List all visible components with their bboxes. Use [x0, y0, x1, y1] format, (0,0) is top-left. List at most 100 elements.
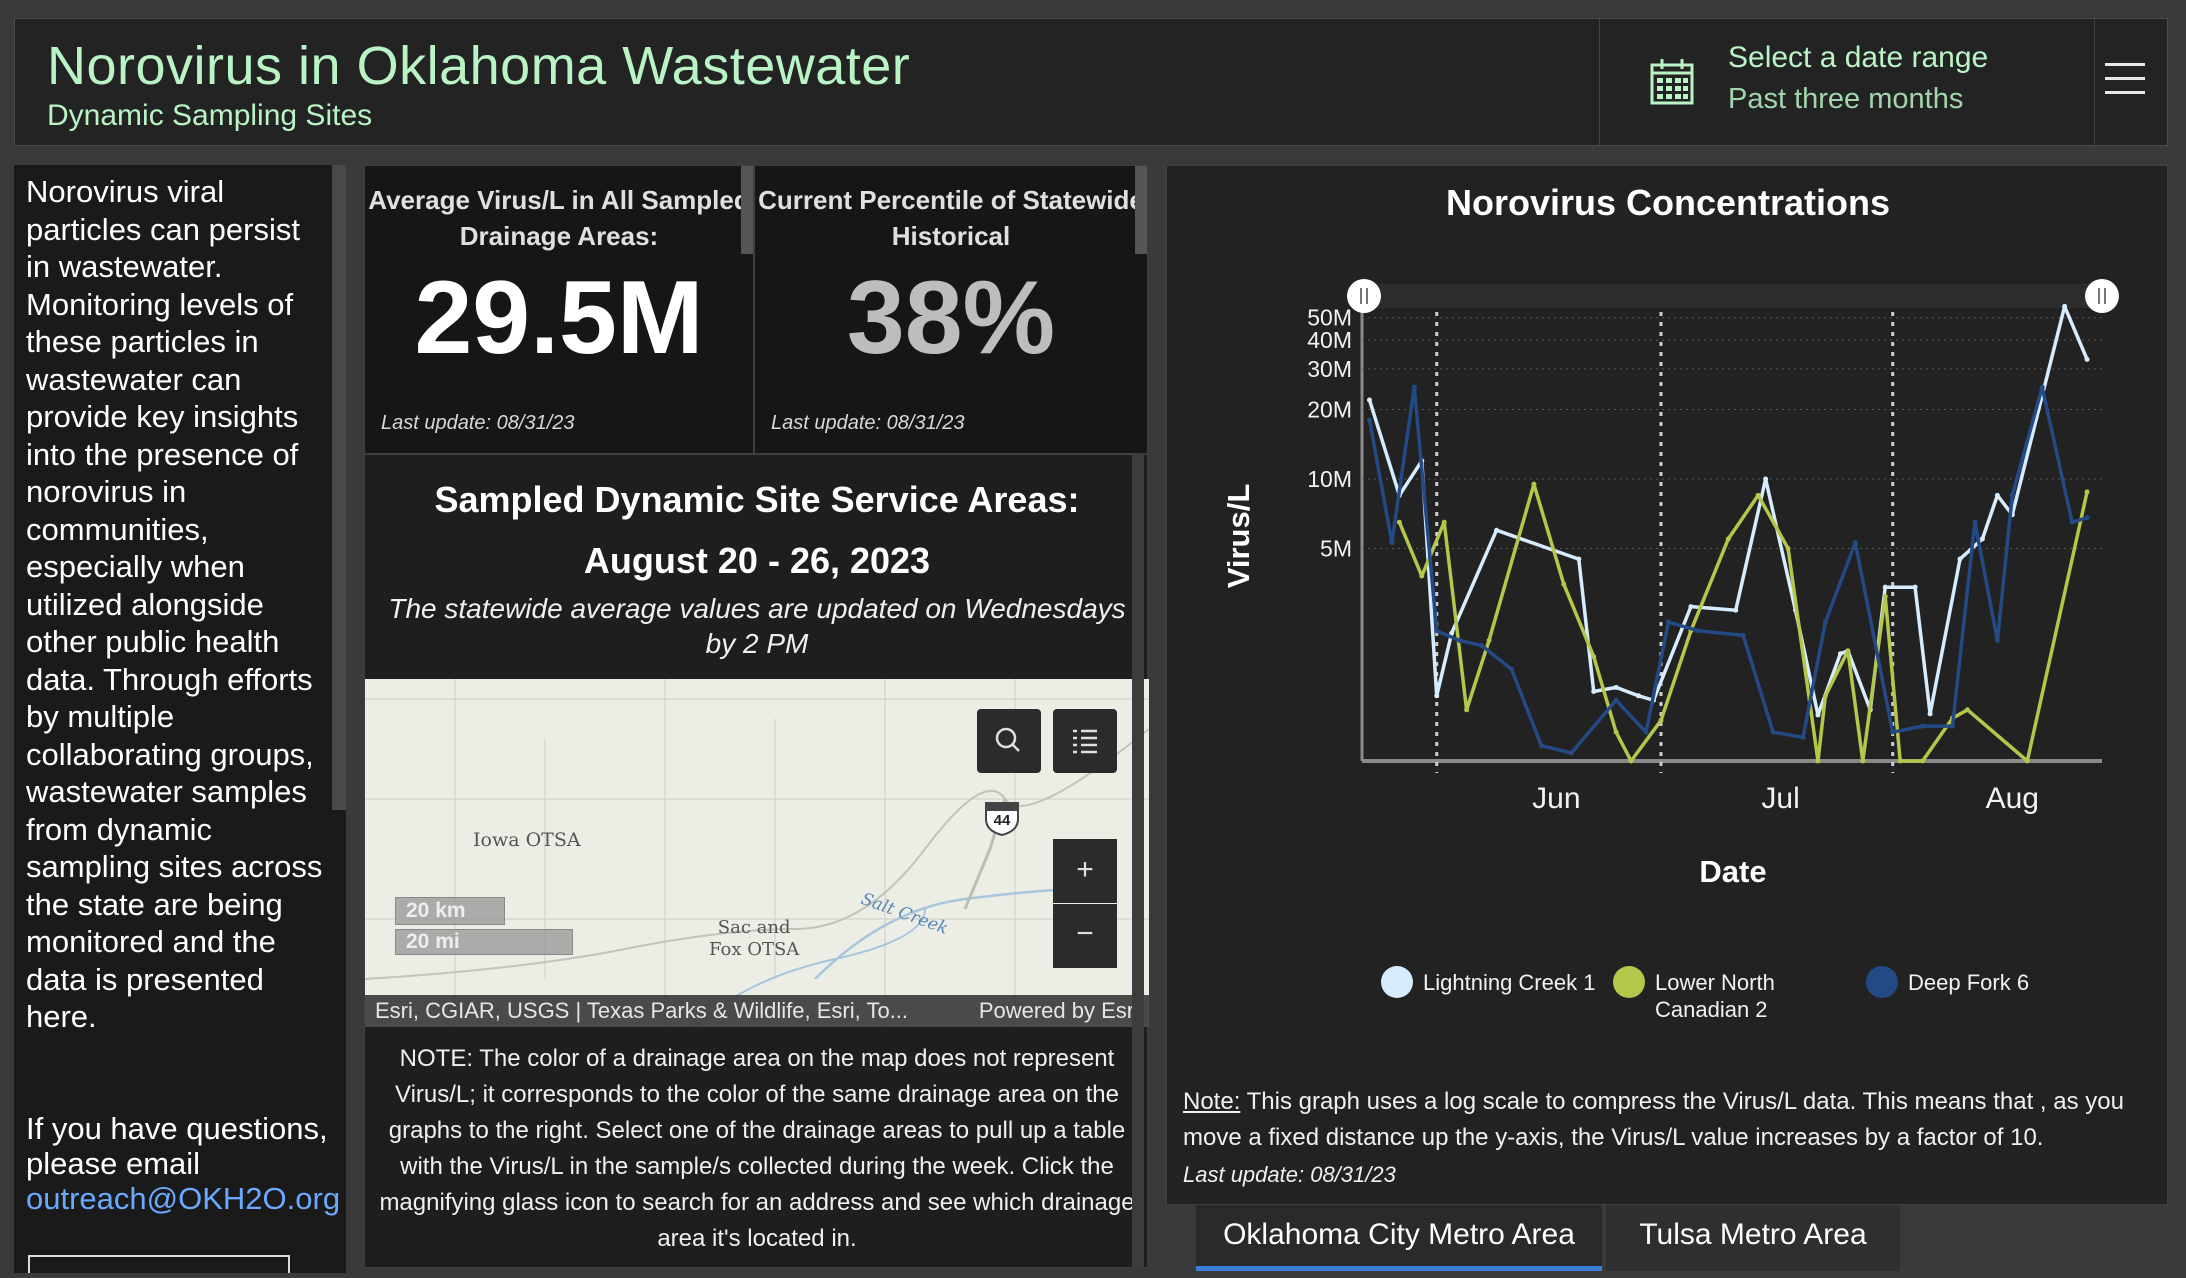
- data-point: [1994, 492, 2000, 498]
- data-point: [1994, 637, 2000, 643]
- middle-scrollbar[interactable]: [1132, 454, 1144, 1268]
- zoom-in-button[interactable]: +: [1053, 839, 1117, 903]
- calendar-icon: [1650, 59, 1694, 105]
- data-point: [1441, 519, 1447, 525]
- legend-label: Deep Fork 6: [1908, 970, 2029, 995]
- highway-shield-icon: 44: [982, 797, 1022, 837]
- chart-note-label: Note:: [1183, 1088, 1241, 1115]
- tab-oklahoma-city[interactable]: Oklahoma City Metro Area: [1196, 1205, 1602, 1271]
- data-point: [1800, 734, 1806, 740]
- data-point: [1763, 476, 1769, 482]
- zoom-out-button[interactable]: −: [1053, 904, 1117, 968]
- map-attribution-bar: Esri, CGIAR, USGS | Texas Parks & Wildli…: [365, 995, 1149, 1027]
- contact-text: If you have questions, please email outr…: [26, 1111, 340, 1216]
- data-point: [1950, 723, 1956, 729]
- highway-shield-number: 44: [993, 812, 1011, 829]
- powered-by-esri[interactable]: Powered by Esri: [978, 998, 1139, 1023]
- data-point: [1920, 758, 1926, 764]
- map-label-sac-fox: Sac and Fox OTSA: [709, 917, 799, 961]
- date-range-label: Select a date range: [1728, 41, 1989, 74]
- data-point: [1568, 750, 1574, 756]
- data-point: [1815, 712, 1821, 718]
- service-areas-title-line1: Sampled Dynamic Site Service Areas:: [434, 479, 1080, 520]
- search-icon: [995, 727, 1020, 752]
- x-tick-label: Jun: [1532, 782, 1580, 815]
- chart-log-scale-note: Note: This graph uses a log scale to com…: [1183, 1084, 2159, 1156]
- map-attribution[interactable]: Esri, CGIAR, USGS | Texas Parks & Wildli…: [375, 998, 909, 1023]
- intro-scrollbar[interactable]: [332, 165, 346, 810]
- range-handle-start[interactable]: [1347, 279, 1381, 313]
- data-point: [1770, 729, 1776, 735]
- data-point: [1964, 707, 1970, 713]
- data-point: [1396, 519, 1402, 525]
- tab-tulsa[interactable]: Tulsa Metro Area: [1606, 1205, 1900, 1271]
- range-handle-end[interactable]: [2085, 279, 2119, 313]
- map-legend-button[interactable]: [1053, 709, 1117, 773]
- data-point: [1658, 717, 1664, 723]
- x-tick-label: Aug: [1986, 782, 2039, 815]
- data-point: [1927, 711, 1933, 717]
- data-point: [1957, 556, 1963, 562]
- data-point: [1479, 642, 1485, 648]
- intro-text: Norovirus viral particles can persist in…: [26, 174, 323, 1034]
- data-point: [1643, 729, 1649, 735]
- x-axis-label: Date: [1699, 854, 1766, 889]
- legend-swatch-3: [1866, 966, 1898, 998]
- contact-email-link[interactable]: outreach@OKH2O.org: [26, 1181, 341, 1216]
- data-point: [2039, 384, 2045, 390]
- chart-range-track: [1360, 284, 2104, 308]
- data-point: [1725, 536, 1731, 542]
- data-point: [2084, 356, 2090, 362]
- legend-label-line1: Lower North: [1655, 970, 1775, 995]
- contact-question: If you have questions, please email: [26, 1111, 328, 1181]
- data-point: [1434, 628, 1440, 634]
- data-point: [1912, 584, 1918, 590]
- date-range-selector[interactable]: Select a date range Past three months: [1599, 19, 2095, 145]
- map-search-button[interactable]: [977, 709, 1041, 773]
- legend-swatch-2: [1613, 966, 1645, 998]
- kpi-percentile-scrollbar[interactable]: [1135, 166, 1147, 254]
- chart-panel: 5M 10M 20M 30M 40M 50M Jun Jul Aug Virus/L Date Lig…: [1166, 165, 2168, 1205]
- legend-label: Lightning Creek 1: [1423, 970, 1595, 995]
- data-point: [1366, 397, 1372, 403]
- kpi-average-value: 29.5M: [414, 260, 704, 376]
- data-point: [1456, 637, 1462, 643]
- data-point: [1613, 697, 1619, 703]
- data-point: [1486, 637, 1492, 643]
- legend-label-line2: Canadian 2: [1655, 997, 1768, 1022]
- data-point: [1613, 684, 1619, 690]
- data-point: [1890, 729, 1896, 735]
- data-point: [1897, 758, 1903, 764]
- hamburger-menu-icon[interactable]: [2105, 63, 2145, 99]
- y-tick-label: 5M: [1320, 535, 1352, 561]
- series-line-1: [1367, 304, 2089, 717]
- kpi-percentile-value: 38%: [846, 260, 1056, 376]
- y-axis-label: Virus/L: [1221, 484, 1256, 589]
- service-areas-panel: Sampled Dynamic Site Service Areas: Augu…: [364, 454, 1149, 1268]
- kpi-average-scrollbar[interactable]: [741, 166, 753, 254]
- kpi-percentile: Current Percentile of Statewide Historic…: [754, 165, 1148, 454]
- scale-bar-km: 20 km: [395, 897, 505, 925]
- data-point: [1688, 604, 1694, 610]
- data-point: [1508, 666, 1514, 672]
- y-tick-label: 20M: [1307, 397, 1352, 423]
- drainage-area-map[interactable]: Iowa OTSA Sac and Fox OTSA Salt Creek 44…: [365, 679, 1149, 1027]
- data-point: [1613, 729, 1619, 735]
- chart-note-text: This graph uses a log scale to compress …: [1183, 1088, 2124, 1151]
- series-line-2: [1397, 482, 2089, 763]
- x-tick-label: Jul: [1761, 782, 1799, 815]
- data-point: [1852, 540, 1858, 546]
- kpi-average-virus: Average Virus/L in All Sampled Drainage …: [364, 165, 754, 454]
- data-point: [1979, 536, 1985, 542]
- legend-swatch-1: [1381, 966, 1413, 998]
- data-point: [1665, 619, 1671, 625]
- data-point: [1695, 628, 1701, 634]
- partner-logo-image: [28, 1255, 290, 1273]
- app-title: Norovirus in Oklahoma Wastewater: [47, 36, 911, 96]
- y-tick-label: 40M: [1307, 327, 1352, 353]
- series-line-3: [1367, 385, 2088, 755]
- scale-bar-km-label: 20 km: [406, 899, 466, 922]
- data-point: [1628, 758, 1634, 764]
- data-point: [1538, 743, 1544, 749]
